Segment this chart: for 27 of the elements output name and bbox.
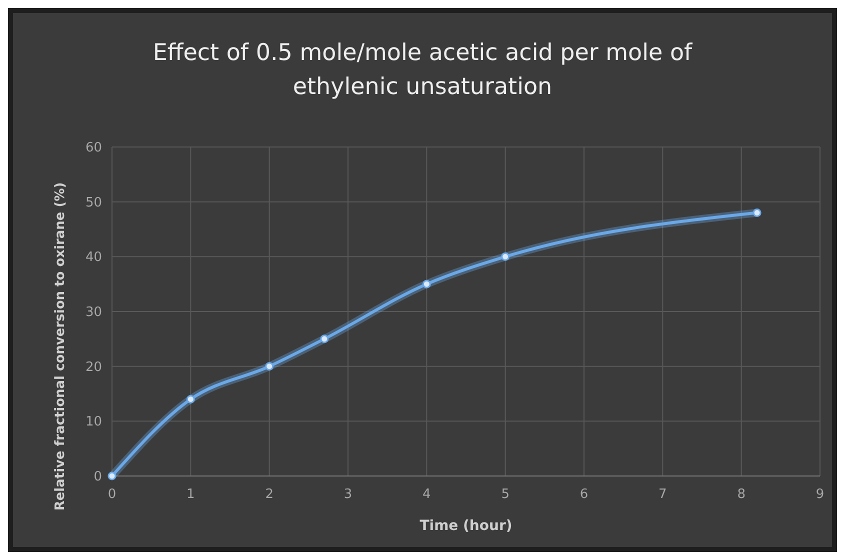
x-tick-label: 7 <box>658 487 667 502</box>
point <box>422 280 431 288</box>
y-tick-label: 50 <box>85 195 102 210</box>
y-tick-label: 10 <box>85 414 102 430</box>
y-axis-title: Relative fractional conversion to oxirane (%) <box>53 182 68 511</box>
point <box>265 362 274 371</box>
chart-title: Effect of 0.5 mole/mole acetic acid per mole of ethylenic unsaturation <box>152 40 694 100</box>
x-tick-label: 4 <box>422 487 431 502</box>
x-tick-label: 8 <box>737 487 746 502</box>
y-tick-label: 40 <box>85 250 102 266</box>
x-axis-title: Time (hour) <box>420 518 512 534</box>
y-tick-label: 60 <box>85 140 102 156</box>
y-tick-label: 20 <box>85 360 102 375</box>
x-tick-label: 5 <box>501 487 510 502</box>
point <box>186 394 195 404</box>
y-tick-label: 0 <box>94 470 102 485</box>
point <box>320 334 329 344</box>
x-tick-label: 9 <box>816 487 824 502</box>
x-tick-label: 6 <box>580 487 588 502</box>
x-tick-label: 1 <box>186 487 195 502</box>
point <box>108 472 116 480</box>
x-tick-label: 2 <box>265 487 274 502</box>
y-tick-label: 30 <box>85 305 102 320</box>
point <box>501 252 510 261</box>
x-tick-label: 3 <box>344 487 352 502</box>
x-tick-label: 0 <box>108 487 116 502</box>
point <box>752 208 762 218</box>
